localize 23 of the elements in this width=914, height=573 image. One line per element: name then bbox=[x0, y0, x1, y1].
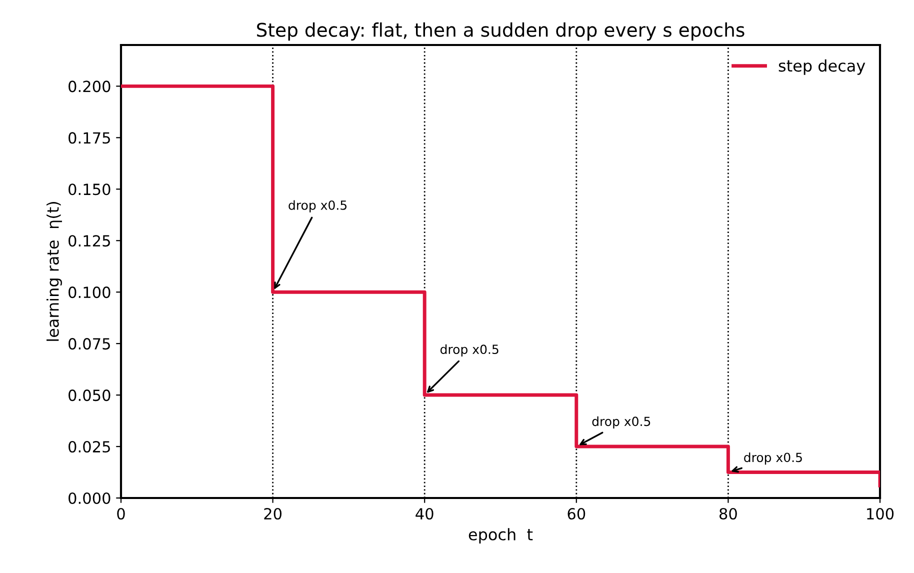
y-tick-label: 0.025 bbox=[68, 440, 110, 453]
y-tick-label: 0.050 bbox=[68, 390, 110, 402]
y-tick-label: 0.150 bbox=[68, 184, 110, 196]
y-tick-label: 0.200 bbox=[68, 80, 110, 92]
x-tick-label: 0 bbox=[117, 508, 125, 520]
annotation: drop x0.5 bbox=[440, 344, 498, 356]
chart-title: Step decay: flat, then a sudden drop every s epochs bbox=[257, 22, 744, 41]
x-tick-label: 20 bbox=[264, 508, 282, 520]
y-tick-label: 0.100 bbox=[68, 286, 110, 298]
y-tick-label: 0.075 bbox=[68, 338, 110, 350]
annotation: drop x0.5 bbox=[744, 452, 802, 465]
y-axis-title: learning rate η(t) bbox=[46, 202, 62, 341]
annotation: drop x0.5 bbox=[288, 200, 347, 212]
x-axis-title: epoch t bbox=[468, 528, 533, 544]
y-tick-label: 0.175 bbox=[68, 132, 110, 144]
x-tick-label: 40 bbox=[416, 508, 434, 520]
x-tick-label: 60 bbox=[568, 508, 586, 520]
legend-label: step decay bbox=[778, 59, 866, 75]
y-tick-label: 0.125 bbox=[68, 235, 110, 247]
y-tick-label: 0.000 bbox=[68, 492, 110, 504]
annotation: drop x0.5 bbox=[592, 416, 650, 429]
x-tick-label: 100 bbox=[867, 508, 894, 520]
x-tick-label: 80 bbox=[720, 508, 737, 520]
